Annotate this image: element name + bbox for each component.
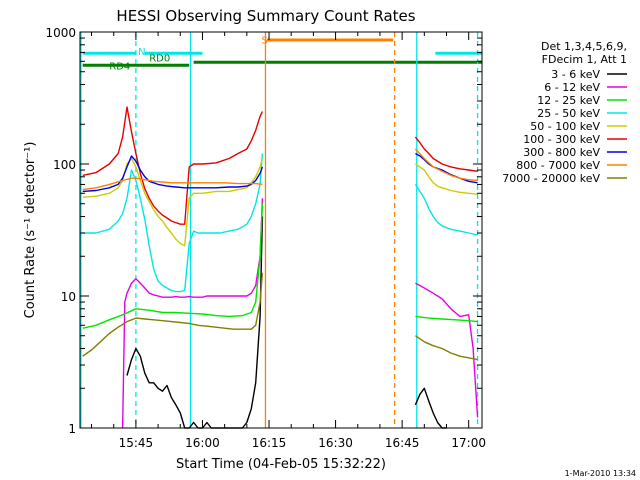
x-tick-label: 16:15 [252, 436, 287, 450]
legend-label-7: 800 - 7000 keV [516, 159, 600, 172]
series-4-segment-0 [82, 157, 264, 247]
series-1-segment-0 [121, 198, 264, 429]
x-tick-label: 16:45 [385, 436, 420, 450]
axes-layer: 15:45 16:00 16:15 16:30 16:45 17:00 1 10 100 1000 [45, 26, 486, 450]
legend-label-2: 12 - 25 keV [537, 94, 600, 107]
flag-label-n: N [138, 47, 145, 58]
flag-label-rd4: RD4 [109, 61, 130, 72]
series-6-segment-0 [82, 155, 264, 193]
series-8-segment-0 [82, 272, 264, 357]
series-6-segment-1 [415, 152, 478, 184]
x-tick-label: 16:00 [185, 436, 220, 450]
legend: Det 1,3,4,5,6,9,FDecim 1, Att 1 3 - 6 keV… [502, 40, 627, 185]
y-tick-label: 10 [61, 290, 76, 304]
series-4 [82, 157, 478, 247]
series-8-segment-1 [415, 335, 478, 361]
footer-timestamp: 1-Mar-2010 13:34 [565, 469, 636, 478]
y-tick-label: 100 [53, 158, 76, 172]
flags-layer: N RD0 RD4 S [82, 35, 482, 72]
x-tick-label: 16:30 [318, 436, 353, 450]
series-2-segment-1 [415, 315, 478, 323]
legend-label-6: 300 - 800 keV [523, 146, 600, 159]
x-axis-label: Start Time (04-Feb-05 15:32:22) [176, 457, 386, 472]
series-0-segment-1 [414, 387, 447, 429]
legend-label-4: 50 - 100 keV [530, 120, 600, 133]
series-5-segment-0 [82, 106, 264, 225]
y-axis-label: Count Rate (s⁻¹ detector⁻¹) [23, 142, 38, 319]
series-7 [82, 148, 478, 191]
series-5 [82, 106, 478, 225]
series-1-segment-1 [415, 282, 479, 418]
x-tick-label: 15:45 [119, 436, 154, 450]
legend-header-1: FDecim 1, Att 1 [542, 53, 627, 66]
chart-title: HESSI Observing Summary Count Rates [116, 7, 415, 25]
series-8 [82, 272, 478, 361]
series-7-segment-0 [82, 177, 263, 191]
series-1 [121, 198, 479, 429]
series-3 [82, 153, 478, 293]
legend-label-8: 7000 - 20000 keV [502, 172, 600, 185]
plot-frame [79, 31, 483, 429]
vertical-markers [80, 32, 479, 428]
series-7-segment-1 [414, 148, 478, 182]
series-3-segment-0 [82, 153, 264, 293]
legend-label-5: 100 - 300 keV [523, 133, 600, 146]
series-4-segment-1 [415, 163, 478, 195]
legend-label-3: 25 - 50 keV [537, 107, 600, 120]
series-layer [82, 106, 479, 429]
legend-label-1: 6 - 12 keV [544, 81, 600, 94]
y-tick-label: 1 [68, 422, 76, 436]
legend-header-0: Det 1,3,4,5,6,9, [541, 40, 627, 53]
series-2 [82, 203, 478, 329]
x-tick-label: 17:00 [451, 436, 486, 450]
legend-label-0: 3 - 6 keV [551, 68, 600, 81]
series-0-segment-0 [126, 216, 264, 429]
series-5-segment-1 [414, 136, 478, 172]
flag-label-rd0: RD0 [149, 53, 170, 64]
series-2-segment-0 [82, 203, 264, 329]
series-3-segment-1 [414, 184, 478, 236]
flag-label-s: S [261, 35, 267, 46]
y-tick-label: 1000 [45, 26, 76, 40]
